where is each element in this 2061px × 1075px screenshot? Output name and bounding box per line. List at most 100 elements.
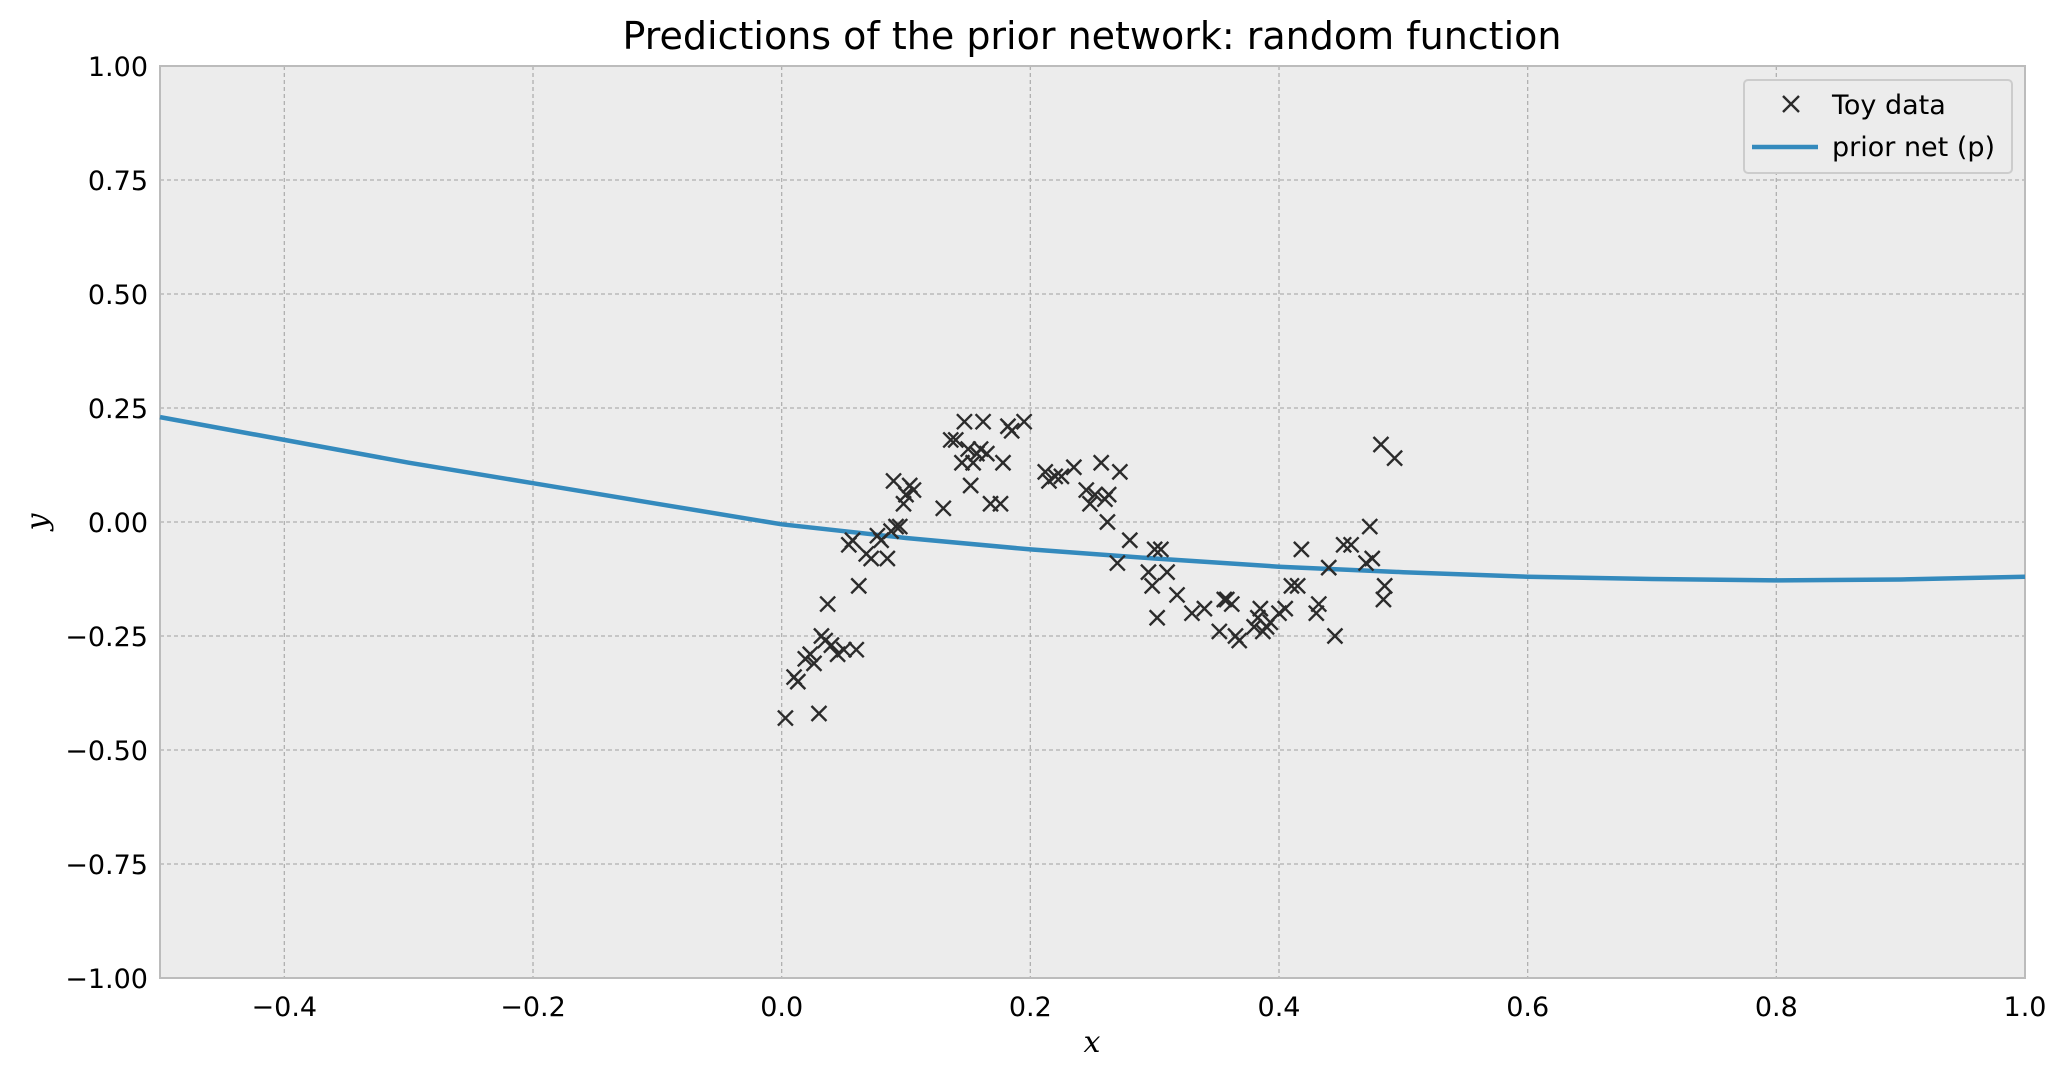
toy-data-point	[1003, 422, 1021, 440]
toy-data-point	[1363, 550, 1381, 567]
toy-data-point	[805, 655, 823, 672]
toy-data-point	[1121, 531, 1139, 549]
toy-data-point	[819, 595, 837, 613]
toy-data-point	[1109, 554, 1126, 572]
toy-data-point	[1376, 577, 1394, 595]
y-axis-label: y	[20, 512, 55, 532]
prior-net-line	[159, 414, 2026, 583]
x-axis-ticks: −0.4 −0.2 0.0 0.2 0.4 0.6 0.8 1.0	[252, 992, 2047, 1023]
toy-data-point	[1168, 586, 1186, 604]
toy-data-point	[810, 705, 828, 722]
toy-data-point	[994, 454, 1012, 472]
toy-data-point	[978, 445, 996, 462]
toy-data-point	[850, 577, 868, 595]
toy-data-point	[897, 486, 915, 503]
toy-data-point	[1099, 513, 1116, 531]
legend-box	[1743, 79, 2013, 174]
legend: Toy data prior net (p)	[1743, 79, 2013, 174]
toy-data-point	[962, 477, 980, 494]
toy-data-point	[823, 636, 840, 654]
y-tick-label: −0.75	[65, 850, 148, 881]
toy-data-point	[1046, 468, 1064, 485]
toy-data-point	[1092, 454, 1110, 472]
y-tick-label: −1.00	[65, 964, 148, 995]
toy-data-point	[1065, 458, 1083, 476]
toy-data-point	[934, 499, 952, 517]
x-tick-label: −0.2	[500, 992, 566, 1023]
toy-data-point	[959, 440, 977, 458]
x-tick-label: 0.2	[1009, 992, 1052, 1023]
toy-data-point	[1245, 618, 1263, 636]
toy-data-point	[992, 495, 1009, 513]
toy-data-point	[956, 413, 973, 431]
y-tick-label: −0.25	[65, 622, 148, 653]
toy-data-point	[891, 518, 909, 535]
legend-label-toy-data: Toy data	[1831, 90, 1946, 121]
toy-data-point	[887, 518, 905, 535]
toy-data-point	[1289, 577, 1306, 595]
toy-data-point	[1140, 563, 1157, 581]
toy-data-point	[1210, 623, 1228, 640]
toy-data-point	[1086, 486, 1104, 503]
toy-data-point	[801, 645, 819, 663]
toy-data-point	[1372, 436, 1390, 453]
y-tick-label: −0.50	[65, 736, 148, 767]
toy-data-point	[1361, 518, 1379, 535]
toy-data-point	[1375, 591, 1392, 608]
toy-data-point	[777, 709, 794, 727]
toy-data-point	[1100, 486, 1118, 503]
toy-data-point	[1320, 559, 1338, 576]
y-tick-label: 0.75	[88, 166, 148, 197]
toy-data-point	[879, 550, 896, 567]
toy-data-point	[1310, 595, 1328, 613]
y-tick-label: 1.00	[88, 52, 148, 83]
toy-data-point	[1152, 541, 1170, 558]
legend-label-prior-net: prior net (p)	[1832, 132, 1995, 163]
y-tick-label: 0.50	[88, 280, 148, 311]
toy-data-point	[905, 481, 922, 499]
y-axis-ticks: 1.00 0.75 0.50 0.25 0.00 −0.25 −0.50 −0.75 −1.00	[65, 52, 148, 995]
toy-data-point	[1326, 627, 1344, 645]
toy-data-point	[1342, 536, 1360, 554]
toy-data-point	[835, 641, 853, 659]
toy-data-point	[1053, 468, 1070, 485]
toy-data-point	[1036, 463, 1054, 481]
plot-frame	[159, 65, 2026, 979]
x-axis-label: x	[1084, 1025, 1101, 1060]
x-tick-label: 0.4	[1258, 992, 1301, 1023]
toy-data-point	[789, 673, 807, 690]
toy-data-point	[1196, 600, 1213, 617]
toy-data-point	[974, 413, 992, 431]
toy-data-point	[1015, 413, 1033, 431]
plot-content	[159, 413, 2026, 727]
toy-data-point	[847, 641, 865, 659]
toy-data-point	[947, 431, 965, 449]
toy-data-point	[1183, 604, 1201, 622]
toy-data-point	[1143, 577, 1161, 595]
toy-data-point	[844, 531, 861, 549]
x-tick-label: 0.6	[1506, 992, 1549, 1023]
toy-data-point	[1077, 481, 1095, 499]
toy-data-point	[1276, 600, 1294, 617]
toy-data-point	[1223, 595, 1241, 613]
toy-data-point	[1230, 632, 1248, 649]
chart-title: Predictions of the prior network: random…	[623, 14, 1562, 58]
x-tick-label: −0.4	[252, 992, 318, 1023]
toy-data-point	[1386, 449, 1403, 467]
toy-data-point	[1146, 541, 1164, 558]
toy-data-point	[1215, 591, 1233, 608]
toy-data-point	[1283, 577, 1300, 595]
toy-data-point	[885, 472, 902, 490]
toy-data-point	[1335, 536, 1353, 554]
toy-data-point	[964, 454, 982, 472]
toy-data-point	[862, 550, 880, 567]
toy-data-point	[1081, 495, 1099, 513]
toy-data-point	[1111, 463, 1129, 481]
y-tick-label: 0.25	[88, 394, 148, 425]
x-tick-label: 0.0	[760, 992, 803, 1023]
toy-data-point	[942, 431, 960, 449]
toy-data-point	[1158, 563, 1176, 581]
toy-data-point	[1252, 600, 1269, 617]
x-tick-label: 0.8	[1755, 992, 1798, 1023]
